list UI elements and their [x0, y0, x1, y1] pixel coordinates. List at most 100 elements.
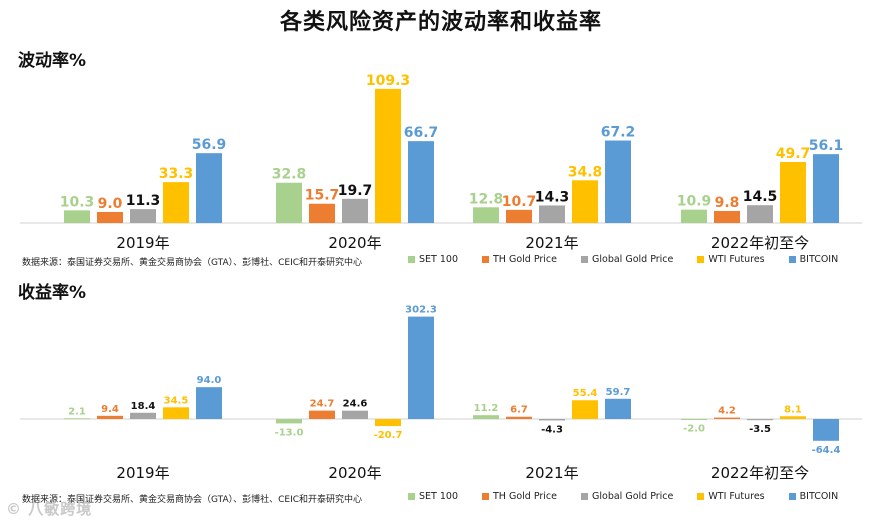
bar-bitcoin-2	[605, 140, 631, 223]
return-source-note: 数据来源：泰国证券交易所、黄金交易商协会（GTA）、彭博社、CEIC和开泰研究中…	[22, 495, 363, 505]
legend-label: TH Gold Price	[493, 254, 558, 265]
page-title: 各类风险资产的波动率和收益率	[279, 10, 602, 35]
legend-swatch	[408, 493, 415, 500]
data-label-set-100-1: -13.0	[275, 427, 304, 438]
bar-wti-futures-0	[163, 407, 189, 419]
legend-swatch	[697, 493, 705, 500]
bar-global-gold-price-0	[130, 412, 156, 419]
bar-bitcoin-1	[408, 141, 434, 223]
data-label-global-gold-price-3: 14.5	[743, 189, 778, 205]
return-chart: 2.1 -13.0 11.2 -2.0 9.4 24.7 6.7 4.2 18.4 24.6 -4.…	[20, 305, 862, 482]
bar-th-gold-price-1	[309, 203, 335, 223]
legend-item-set-100: SET 100	[408, 254, 458, 265]
bar-bitcoin-0	[196, 387, 222, 419]
bar-global-gold-price-2	[539, 419, 565, 421]
legend-item-global-gold-price: Global Gold Price	[581, 254, 673, 265]
legend-swatch	[408, 256, 415, 263]
category-label-2: 2021年	[525, 234, 578, 252]
legend-item-th-gold-price: TH Gold Price	[482, 254, 557, 265]
data-label-global-gold-price-0: 11.3	[126, 193, 161, 209]
bar-wti-futures-2	[572, 400, 598, 419]
data-label-wti-futures-0: 34.5	[164, 395, 189, 406]
legend-label: Global Gold Price	[592, 254, 674, 265]
data-label-global-gold-price-0: 18.4	[131, 401, 156, 412]
bar-global-gold-price-3	[747, 419, 773, 421]
legend-swatch	[581, 256, 589, 263]
data-label-bitcoin-2: 59.7	[606, 387, 631, 398]
legend-item-global-gold-price: Global Gold Price	[581, 491, 673, 502]
bar-bitcoin-1	[408, 316, 434, 419]
bar-bitcoin-2	[605, 398, 631, 419]
legend-swatch	[788, 256, 796, 263]
legend-item-bitcoin: BITCOIN	[788, 254, 839, 265]
legend-label: SET 100	[419, 254, 458, 265]
bar-th-gold-price-1	[309, 410, 335, 419]
bar-wti-futures-1	[375, 88, 401, 223]
data-label-set-100-3: 10.9	[677, 194, 712, 210]
data-label-global-gold-price-3: -3.5	[749, 424, 771, 435]
bar-set-100-1	[276, 419, 302, 424]
legend-label: TH Gold Price	[493, 491, 558, 502]
data-label-wti-futures-2: 34.8	[568, 164, 603, 180]
legend-swatch	[697, 256, 705, 263]
bar-th-gold-price-3	[714, 210, 740, 223]
bar-set-100-0	[64, 210, 90, 223]
category-label-3: 2022年初至今	[711, 464, 809, 482]
data-label-wti-futures-3: 49.7	[776, 146, 811, 162]
data-label-bitcoin-3: 56.1	[809, 138, 844, 154]
bar-set-100-3	[681, 419, 707, 420]
data-label-bitcoin-3: -64.4	[812, 445, 841, 456]
data-label-global-gold-price-1: 24.6	[343, 399, 368, 410]
bar-bitcoin-3	[813, 419, 839, 441]
legend-item-wti-futures: WTI Futures	[697, 254, 765, 265]
data-label-wti-futures-1: 109.3	[366, 73, 410, 89]
bar-set-100-2	[473, 207, 499, 223]
legend-label: BITCOIN	[799, 254, 839, 265]
bar-th-gold-price-2	[506, 209, 532, 223]
legend-item-wti-futures: WTI Futures	[697, 491, 765, 502]
legend-label: WTI Futures	[708, 254, 765, 265]
data-label-th-gold-price-3: 9.8	[715, 195, 740, 211]
legend-label: WTI Futures	[708, 491, 765, 502]
data-label-global-gold-price-1: 19.7	[338, 183, 373, 199]
bar-set-100-2	[473, 415, 499, 419]
data-label-global-gold-price-2: 14.3	[535, 189, 570, 205]
bar-global-gold-price-0	[130, 209, 156, 223]
legend-label: SET 100	[419, 491, 458, 502]
return-section-title: 收益率%	[18, 283, 87, 303]
bar-global-gold-price-3	[747, 205, 773, 223]
bar-th-gold-price-0	[97, 415, 123, 419]
legend-swatch	[482, 256, 489, 263]
legend-label: Global Gold Price	[592, 491, 674, 502]
category-label-1: 2020年	[328, 234, 381, 252]
data-label-th-gold-price-2: 10.7	[502, 194, 537, 210]
data-label-global-gold-price-2: -4.3	[541, 424, 563, 435]
bar-wti-futures-1	[375, 419, 401, 427]
category-label-0: 2019年	[116, 234, 169, 252]
data-label-th-gold-price-1: 24.7	[310, 399, 335, 410]
legend-swatch	[788, 493, 796, 500]
bar-set-100-3	[681, 209, 707, 223]
data-label-wti-futures-0: 33.3	[159, 166, 194, 182]
bar-global-gold-price-1	[342, 410, 368, 419]
data-label-th-gold-price-0: 9.4	[101, 404, 119, 415]
volatility-section-title: 波动率%	[18, 51, 87, 71]
bar-bitcoin-0	[196, 153, 222, 223]
bar-wti-futures-2	[572, 180, 598, 223]
bar-global-gold-price-2	[539, 205, 565, 223]
data-label-bitcoin-2: 67.2	[601, 125, 636, 141]
category-label-2: 2021年	[525, 464, 578, 482]
bar-th-gold-price-3	[714, 417, 740, 419]
volatility-legend: SET 100 TH Gold Price Global Gold Price WTI…	[408, 254, 862, 265]
legend-label: BITCOIN	[799, 491, 839, 502]
volatility-source-note: 数据来源：泰国证券交易所、黄金交易商协会（GTA）、彭博社、CEIC和开泰研究中…	[22, 258, 363, 268]
bar-th-gold-price-0	[97, 211, 123, 223]
category-label-3: 2022年初至今	[711, 234, 809, 252]
data-label-bitcoin-1: 302.3	[405, 305, 437, 316]
data-label-set-100-1: 32.8	[272, 167, 307, 183]
volatility-chart: 10.3 32.8 12.8 10.9 9.0 15.7 10.7 9.8 11.3 19.7 14…	[20, 73, 862, 252]
data-label-th-gold-price-0: 9.0	[98, 196, 123, 212]
data-label-bitcoin-0: 56.9	[192, 137, 227, 153]
bar-wti-futures-3	[780, 162, 806, 223]
data-label-set-100-2: 12.8	[469, 191, 504, 207]
